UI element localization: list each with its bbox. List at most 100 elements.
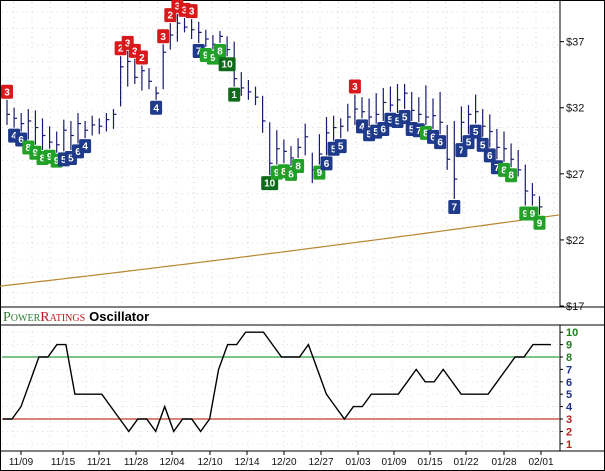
- osc-y-tick-label: 4: [566, 402, 573, 414]
- rating-marker-box: [434, 135, 447, 150]
- rating-marker-value: 6: [487, 151, 493, 162]
- osc-y-tick-label: 6: [566, 377, 572, 389]
- oscillator-line: [3, 331, 551, 433]
- rating-marker-value: 4: [11, 131, 17, 142]
- rating-marker-box: [157, 29, 170, 44]
- rating-marker: 9: [533, 215, 546, 230]
- rating-marker-value: 4: [153, 103, 159, 114]
- rating-marker-value: 9: [203, 50, 209, 61]
- rating-marker-box: [214, 43, 226, 58]
- rating-marker-value: 2: [168, 11, 174, 22]
- date-tick-label: 12/04: [159, 457, 184, 468]
- rating-marker-value: 6: [430, 132, 436, 143]
- date-tick-label: 11/15: [51, 457, 76, 468]
- date-tick-label: 01/09: [381, 457, 406, 468]
- rating-marker-value: 7: [196, 46, 202, 57]
- rating-marker-box: [505, 168, 518, 183]
- rating-marker-box: [398, 110, 411, 125]
- rating-marker-box: [261, 176, 279, 191]
- date-axis: 11/09 11/15 11/21 11/28 12/04 12/10 12/14 12/20…: [9, 451, 554, 468]
- rating-marker-value: 8: [288, 169, 294, 180]
- rating-marker-value: 10: [264, 179, 276, 190]
- price-grid: [2, 2, 560, 306]
- price-y-tick-label: $27: [566, 169, 584, 181]
- rating-marker-value: 5: [338, 142, 344, 153]
- date-tick-label: 01/28: [491, 457, 516, 468]
- rating-marker-box: [79, 139, 92, 154]
- date-tick-label: 11/28: [124, 457, 149, 468]
- rating-marker: 8: [214, 43, 226, 58]
- rating-marker-box: [348, 79, 361, 94]
- rating-marker: 5: [462, 135, 475, 150]
- rating-marker-value: 8: [217, 46, 223, 57]
- rating-marker-value: 5: [473, 127, 479, 138]
- rating-marker-value: 9: [33, 148, 39, 159]
- rating-marker-value: 9: [47, 152, 53, 163]
- rating-marker-value: 9: [530, 209, 536, 220]
- rating-marker: 5: [469, 124, 482, 139]
- rating-marker-value: 5: [402, 113, 408, 124]
- rating-marker-value: 9: [54, 156, 60, 167]
- rating-marker: 3: [348, 79, 361, 94]
- rating-marker-box: [462, 135, 475, 150]
- rating-marker-value: 7: [459, 146, 465, 157]
- rating-marker-box: [483, 148, 496, 163]
- rating-marker: 8: [505, 168, 518, 183]
- rating-marker-value: 5: [366, 130, 372, 141]
- rating-marker-value: 5: [409, 124, 415, 135]
- rating-marker-value: 6: [18, 135, 24, 146]
- rating-marker-value: 8: [508, 171, 514, 182]
- rating-marker: 3: [1, 84, 13, 99]
- rating-marker-box: [476, 137, 489, 152]
- osc-y-tick-label: 2: [566, 426, 572, 438]
- rating-marker-value: 3: [132, 46, 138, 57]
- rating-marker-value: 2: [139, 53, 145, 64]
- date-tick-label: 12/27: [308, 457, 333, 468]
- brand-ratings-initial: R: [40, 310, 50, 325]
- rating-marker-value: 8: [40, 154, 46, 165]
- osc-y-tick-label: 8: [566, 352, 572, 364]
- rating-marker-value: 4: [359, 122, 365, 133]
- rating-marker-box: [1, 84, 13, 99]
- osc-y-tick-label: 10: [566, 327, 578, 339]
- moving-average-line: [0, 214, 561, 287]
- osc-y-tick-label: 9: [566, 340, 572, 352]
- rating-marker: 1: [228, 87, 241, 102]
- rating-marker: 2: [135, 50, 148, 65]
- rating-marker-value: 6: [381, 124, 387, 135]
- rating-marker-box: [228, 87, 241, 102]
- rating-marker: 5: [398, 110, 411, 125]
- rating-marker-value: 3: [175, 1, 181, 12]
- rating-marker-box: [218, 57, 236, 72]
- oscillator-label: Oscillator: [89, 309, 150, 324]
- osc-y-tick-label: 7: [566, 364, 572, 376]
- rating-marker-box: [320, 156, 333, 171]
- rating-marker-box: [135, 50, 148, 65]
- rating-marker-box: [448, 199, 461, 214]
- rating-marker-value: 5: [466, 138, 472, 149]
- rating-marker-value: 8: [26, 143, 32, 154]
- rating-marker: 3: [157, 29, 170, 44]
- rating-marker: 6: [320, 156, 333, 171]
- date-tick-label: 01/03: [345, 457, 370, 468]
- price-y-tick-label: $37: [566, 37, 584, 49]
- rating-marker-value: 8: [423, 128, 429, 139]
- rating-marker-value: 9: [210, 53, 216, 64]
- rating-marker-value: 5: [388, 115, 394, 126]
- rating-marker-value: 6: [437, 138, 443, 149]
- rating-marker-box: [185, 4, 198, 19]
- rating-marker: 5: [476, 137, 489, 152]
- brand-power-rest: OWER: [10, 313, 41, 324]
- rating-marker-value: 10: [222, 60, 234, 71]
- price-bars: [6, 13, 543, 215]
- rating-marker: 10: [218, 57, 236, 72]
- date-tick-label: 02/01: [528, 457, 553, 468]
- rating-marker: 7: [448, 199, 461, 214]
- price-y-axis: $37 $32 $27 $22 $17: [560, 37, 584, 313]
- rating-marker-value: 2: [118, 44, 124, 55]
- rating-marker-value: 4: [82, 142, 88, 153]
